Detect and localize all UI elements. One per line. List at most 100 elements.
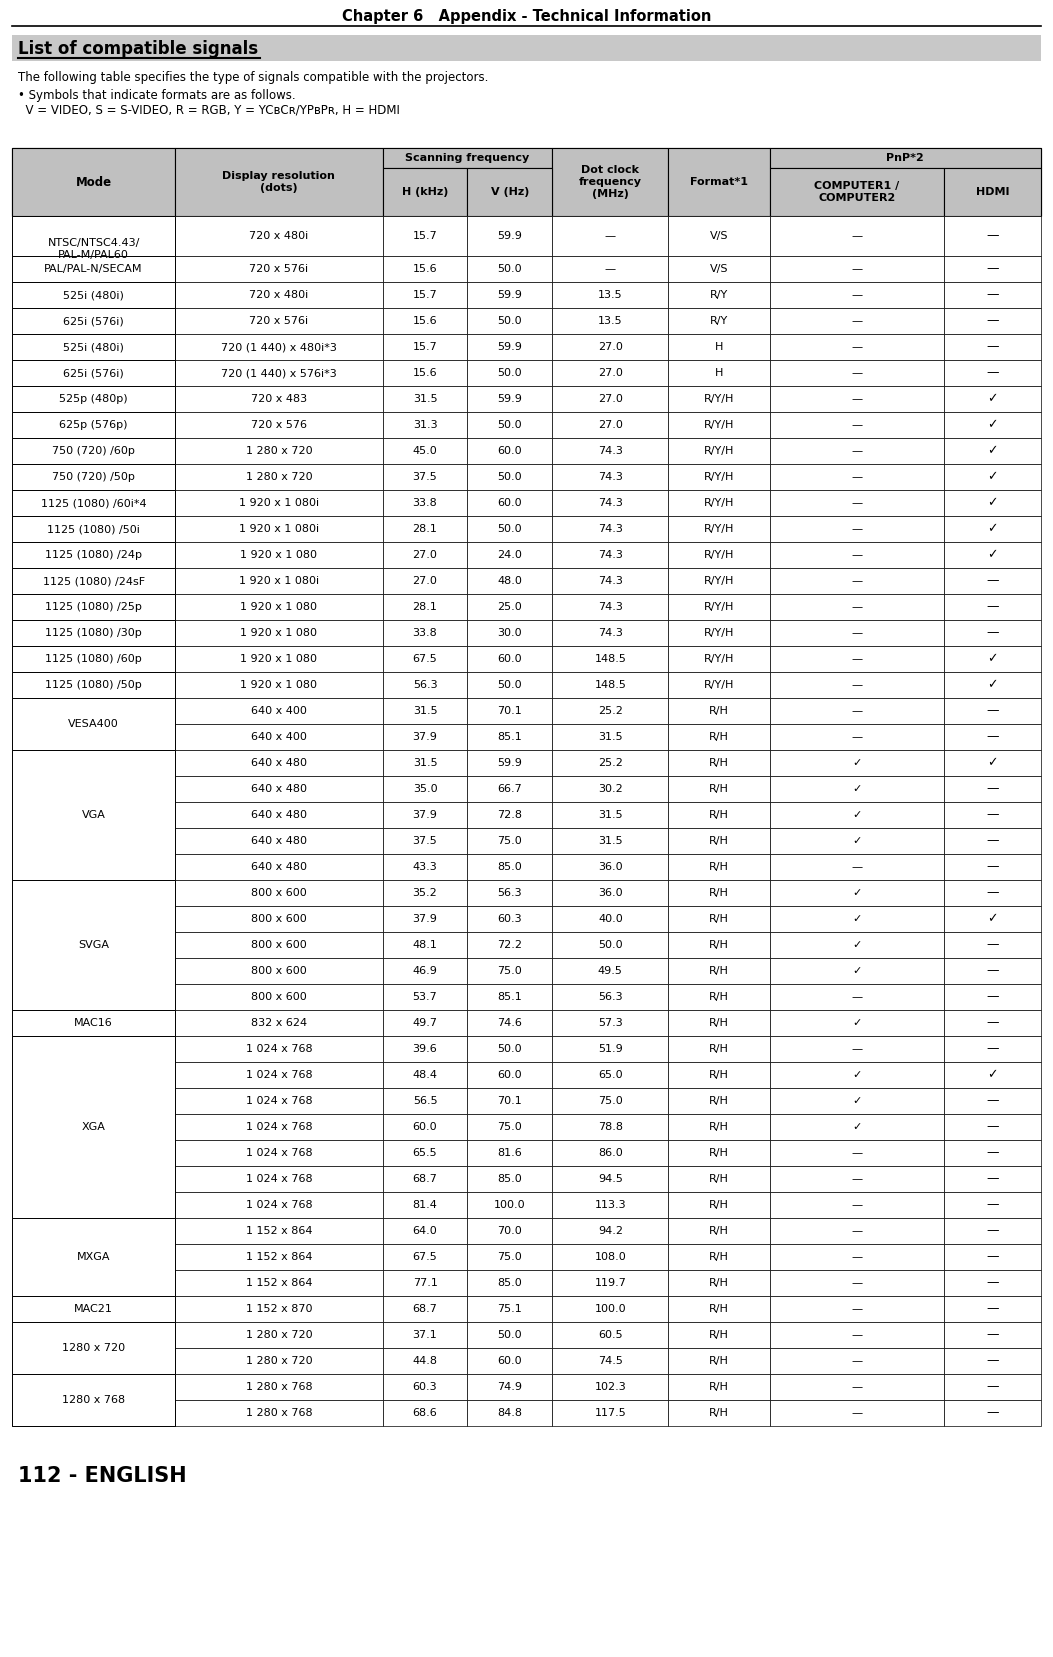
Text: R/H: R/H [709, 1017, 729, 1027]
Bar [12, 437, 175, 464]
Text: R/H: R/H [709, 837, 729, 847]
Bar [382, 1374, 468, 1400]
Bar [669, 698, 770, 724]
Bar [770, 751, 943, 775]
Bar [943, 386, 1041, 413]
Bar [770, 673, 943, 698]
Text: 720 x 576: 720 x 576 [251, 419, 306, 431]
Bar [669, 515, 770, 542]
Bar [770, 215, 943, 255]
Bar [468, 437, 553, 464]
Text: R/Y/H: R/Y/H [703, 628, 734, 638]
Text: 1 024 x 768: 1 024 x 768 [245, 1070, 312, 1080]
Bar [943, 437, 1041, 464]
Bar [553, 1322, 669, 1349]
Text: —: — [987, 1198, 998, 1211]
Bar [943, 853, 1041, 880]
Text: —: — [987, 835, 998, 847]
Text: 36.0: 36.0 [598, 862, 622, 872]
Bar [12, 215, 175, 282]
Bar [553, 1269, 669, 1296]
Text: 60.3: 60.3 [413, 1382, 437, 1392]
Bar [382, 1089, 468, 1114]
Text: ✓: ✓ [988, 1069, 998, 1082]
Bar [12, 464, 175, 490]
Text: R/Y/H: R/Y/H [703, 577, 734, 587]
Bar [468, 1114, 553, 1140]
Bar [553, 1036, 669, 1062]
Text: 59.9: 59.9 [497, 394, 522, 404]
Text: MXGA: MXGA [77, 1253, 111, 1263]
Bar [468, 984, 553, 1011]
Text: V/S: V/S [710, 230, 729, 240]
Text: H: H [715, 341, 723, 351]
Bar [382, 568, 468, 593]
Bar [382, 1167, 468, 1191]
Text: 81.6: 81.6 [498, 1148, 522, 1158]
Text: 119.7: 119.7 [594, 1278, 627, 1287]
Text: —: — [851, 1304, 862, 1314]
Bar [770, 1296, 943, 1322]
Text: 30.2: 30.2 [598, 784, 622, 794]
Text: 65.5: 65.5 [413, 1148, 437, 1158]
Bar [12, 490, 175, 515]
Text: 640 x 480: 640 x 480 [251, 862, 306, 872]
Text: —: — [851, 601, 862, 611]
Bar [553, 724, 669, 751]
Text: —: — [987, 1354, 998, 1367]
Text: ✓: ✓ [852, 784, 861, 794]
Bar [382, 880, 468, 906]
Text: —: — [851, 1382, 862, 1392]
Text: 94.2: 94.2 [598, 1226, 622, 1236]
Text: R/H: R/H [709, 1253, 729, 1263]
Bar [943, 880, 1041, 906]
Text: 720 x 576i: 720 x 576i [250, 316, 309, 326]
Text: 66.7: 66.7 [498, 784, 522, 794]
Text: ✓: ✓ [988, 757, 998, 769]
Text: 750 (720) /60p: 750 (720) /60p [53, 446, 135, 456]
Text: R/H: R/H [709, 1175, 729, 1185]
Bar [12, 542, 175, 568]
Bar [12, 984, 175, 1011]
Text: MAC16: MAC16 [75, 1017, 113, 1027]
Text: —: — [987, 1095, 998, 1107]
Bar [943, 1400, 1041, 1427]
Text: 800 x 600: 800 x 600 [251, 966, 306, 976]
Text: Chapter 6   Appendix - Technical Information: Chapter 6 Appendix - Technical Informati… [342, 8, 711, 23]
Text: 37.5: 37.5 [413, 472, 437, 482]
Bar [943, 593, 1041, 620]
Bar [770, 1089, 943, 1114]
Text: —: — [851, 1408, 862, 1418]
Bar [12, 255, 175, 282]
Text: 27.0: 27.0 [413, 577, 437, 587]
Text: 60.0: 60.0 [498, 1070, 522, 1080]
Bar [175, 1167, 382, 1191]
Text: —: — [851, 1253, 862, 1263]
Bar [770, 167, 943, 215]
Bar [382, 1191, 468, 1218]
Bar [943, 413, 1041, 437]
Bar [770, 464, 943, 490]
Text: —: — [851, 263, 862, 273]
Text: —: — [851, 550, 862, 560]
Bar [12, 1296, 175, 1322]
Bar [770, 1244, 943, 1269]
Text: 50.0: 50.0 [498, 524, 522, 534]
Bar [770, 931, 943, 958]
Text: 1 920 x 1 080: 1 920 x 1 080 [240, 550, 317, 560]
Bar [468, 386, 553, 413]
Bar [553, 880, 669, 906]
Text: —: — [851, 446, 862, 456]
Bar [468, 698, 553, 724]
Text: 75.0: 75.0 [498, 1122, 522, 1132]
Text: —: — [851, 628, 862, 638]
Bar [12, 515, 175, 542]
Bar [553, 853, 669, 880]
Text: 37.9: 37.9 [413, 915, 437, 925]
Bar [12, 906, 175, 931]
Bar [770, 1062, 943, 1089]
Text: 1 920 x 1 080i: 1 920 x 1 080i [239, 577, 319, 587]
Bar [553, 1400, 669, 1427]
Text: 74.3: 74.3 [598, 628, 622, 638]
Bar [468, 1011, 553, 1036]
